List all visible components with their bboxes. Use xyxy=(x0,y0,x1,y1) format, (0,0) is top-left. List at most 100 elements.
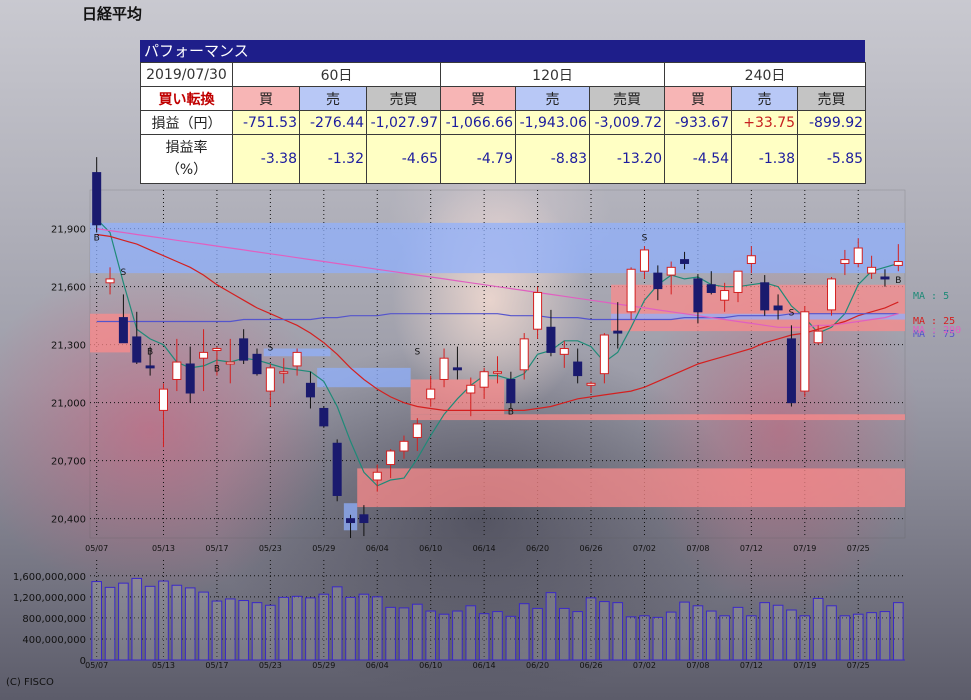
price-date-label: 05/23 xyxy=(259,544,282,553)
volume-bar xyxy=(665,611,677,661)
signal-marker: S xyxy=(789,309,795,319)
volume-bar xyxy=(171,584,183,661)
volume-date-label: 07/08 xyxy=(686,661,709,670)
signal-label: 買い転換 xyxy=(140,86,233,111)
profit-value: -276.44 xyxy=(299,110,367,135)
volume-tick-label: 1,600,000,000 xyxy=(13,572,86,583)
price-panel-frame xyxy=(89,189,906,539)
volume-date-label: 07/12 xyxy=(740,661,763,670)
price-tick-label: 21,900 xyxy=(51,225,86,236)
candle-body xyxy=(573,361,583,377)
price-date-label: 07/08 xyxy=(686,544,709,553)
volume-bar xyxy=(371,596,383,661)
candle-body xyxy=(479,371,489,388)
ma-legend-label: MA : 5 xyxy=(913,291,949,302)
candle-body xyxy=(466,384,476,394)
volume-bar xyxy=(412,603,423,661)
volume-bar xyxy=(826,605,837,661)
rate-value: -4.79 xyxy=(440,134,517,184)
performance-table: 2019/07/30 60日 120日 240日 買い転換 買 売 売買 買 売… xyxy=(140,62,867,184)
candle-body xyxy=(786,338,796,404)
candle-body xyxy=(867,266,877,274)
volume-bar xyxy=(224,598,236,661)
volume-bar xyxy=(465,605,477,661)
volume-bar xyxy=(612,602,624,661)
volume-bar xyxy=(893,602,904,661)
volume-date-label: 07/02 xyxy=(633,661,656,670)
col-buy: 買 xyxy=(232,86,300,111)
volume-bar xyxy=(438,613,450,661)
profit-value: -1,943.06 xyxy=(515,110,591,135)
candle-body xyxy=(225,361,235,365)
candle-body xyxy=(760,282,770,311)
candle-body xyxy=(252,353,262,375)
period-120: 120日 xyxy=(440,62,666,87)
volume-bar xyxy=(452,610,463,661)
volume-date-label: 07/19 xyxy=(793,661,816,670)
sell-band xyxy=(611,313,905,320)
sell-band xyxy=(317,367,411,388)
volume-date-label: 05/17 xyxy=(205,661,228,670)
candle-body xyxy=(666,266,676,276)
candle-body xyxy=(559,348,569,355)
volume-bar xyxy=(558,607,570,661)
candle-body xyxy=(346,518,356,524)
col-both: 売買 xyxy=(797,86,867,111)
signal-marker: B xyxy=(508,407,514,417)
volume-bar xyxy=(398,607,410,661)
candle-body xyxy=(279,371,289,374)
price-date-label: 07/12 xyxy=(740,544,763,553)
volume-bar xyxy=(505,615,517,661)
rate-label: 損益率 （%） xyxy=(140,134,233,184)
volume-bar xyxy=(385,606,396,661)
col-sell: 売 xyxy=(515,86,591,111)
ma-legend-label: MA : 75 xyxy=(913,329,955,340)
rate-value: -1.38 xyxy=(731,134,799,184)
candle-body xyxy=(813,330,823,344)
volume-bar xyxy=(772,604,784,661)
candle-body xyxy=(800,311,810,392)
price-date-label: 07/19 xyxy=(793,544,816,553)
volume-date-label: 06/14 xyxy=(473,661,496,670)
signal-marker: B xyxy=(94,233,100,243)
volume-bar xyxy=(478,613,490,661)
volume-bar xyxy=(291,595,303,661)
rate-value: -4.54 xyxy=(664,134,733,184)
signal-marker: S xyxy=(268,343,274,353)
volume-bar xyxy=(852,613,864,661)
volume-bar xyxy=(786,609,797,661)
price-tick-label: 21,300 xyxy=(51,341,86,352)
price-date-label: 06/14 xyxy=(473,544,496,553)
candle-body xyxy=(185,363,195,394)
rate-value: -1.32 xyxy=(299,134,367,184)
volume-bar xyxy=(345,596,356,661)
buy-band xyxy=(357,468,905,508)
performance-date: 2019/07/30 xyxy=(140,62,233,87)
ma-line-3 xyxy=(96,228,899,328)
ma-line-2 xyxy=(96,313,899,323)
rate-label-line2: （%） xyxy=(165,162,208,178)
volume-bar xyxy=(358,593,370,661)
volume-bar xyxy=(652,616,664,661)
volume-date-label: 05/29 xyxy=(312,661,335,670)
candle-body xyxy=(399,440,409,452)
col-buy: 買 xyxy=(664,86,733,111)
performance-panel: パフォーマンス 2019/07/30 60日 120日 240日 買い転換 買 … xyxy=(140,40,867,184)
signal-marker: S xyxy=(642,233,648,243)
candle-body xyxy=(386,450,396,466)
candle-body xyxy=(372,471,382,481)
volume-date-label: 05/23 xyxy=(259,661,282,670)
volume-bar xyxy=(118,582,129,661)
volume-bar xyxy=(265,604,276,661)
volume-bar xyxy=(746,615,757,661)
volume-bar xyxy=(251,602,263,661)
profit-value: -1,066.66 xyxy=(440,110,517,135)
candle-body xyxy=(172,361,182,380)
volume-bar xyxy=(158,580,169,661)
candle-body xyxy=(492,371,503,374)
volume-bar xyxy=(545,592,557,661)
volume-bar xyxy=(719,615,730,661)
buy-band xyxy=(410,379,505,415)
buy-band xyxy=(410,414,905,421)
volume-bar xyxy=(144,585,156,661)
